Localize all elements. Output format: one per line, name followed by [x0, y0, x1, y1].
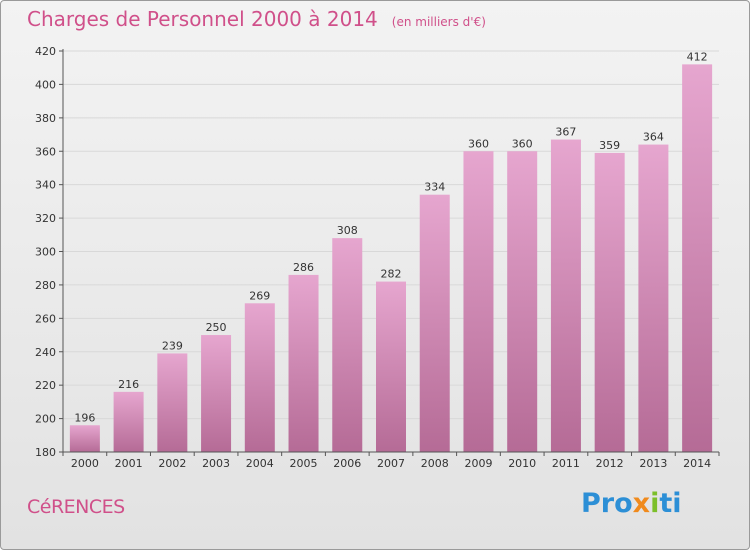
value-label-2012: 359 — [599, 139, 620, 152]
value-label-2013: 364 — [643, 131, 664, 144]
x-tick-label-2001: 2001 — [115, 457, 143, 470]
x-tick-label-2002: 2002 — [158, 457, 186, 470]
y-tick-label-300: 300 — [35, 246, 56, 259]
x-tick-label-2000: 2000 — [71, 457, 99, 470]
chart-subtitle: (en milliers d'€) — [391, 15, 486, 29]
bar-2008 — [419, 194, 450, 453]
x-tick-label-2007: 2007 — [377, 457, 405, 470]
y-tick-label-320: 320 — [35, 212, 56, 225]
bar-2003 — [201, 335, 232, 452]
y-tick-label-260: 260 — [35, 312, 56, 325]
value-label-2002: 239 — [162, 339, 183, 352]
value-label-2000: 196 — [74, 411, 95, 424]
x-tick-label-2006: 2006 — [333, 457, 361, 470]
value-label-2006: 308 — [337, 224, 358, 237]
value-label-2009: 360 — [468, 137, 489, 150]
x-tick-label-2013: 2013 — [639, 457, 667, 470]
value-label-2008: 334 — [424, 181, 445, 194]
value-label-2007: 282 — [381, 268, 402, 281]
y-tick-label-200: 200 — [35, 413, 56, 426]
y-tick-label-180: 180 — [35, 446, 56, 459]
x-tick-label-2003: 2003 — [202, 457, 230, 470]
value-label-2010: 360 — [512, 137, 533, 150]
y-axis: 180 200 220 240 260 280 300 320 340 360 380 400 420 — [35, 45, 64, 459]
bar-2009 — [463, 151, 494, 452]
x-tick-label-2008: 2008 — [421, 457, 449, 470]
value-label-2003: 250 — [206, 321, 227, 334]
bar-2004 — [244, 303, 275, 452]
proxiti-logo[interactable]: Proxiti — [581, 488, 682, 519]
bar-2011 — [550, 139, 581, 452]
x-axis: 2000 2001 2002 2003 2004 2005 2006 2007 2008 2009… — [62, 451, 720, 470]
y-tick-label-340: 340 — [35, 179, 56, 192]
bar-2007 — [376, 281, 406, 452]
y-tick-label-360: 360 — [35, 145, 56, 158]
x-tick-label-2012: 2012 — [596, 457, 624, 470]
bar-2012 — [594, 152, 625, 452]
x-tick-label-2005: 2005 — [290, 457, 318, 470]
bars: 196 216 239 250 269 286 308 282 334 360 360 367 359 3… — [69, 50, 713, 453]
value-label-2011: 367 — [555, 126, 576, 139]
x-tick-label-2004: 2004 — [246, 457, 274, 470]
y-tick-label-220: 220 — [35, 379, 56, 392]
bar-2014 — [682, 64, 713, 452]
y-tick-label-280: 280 — [35, 279, 56, 292]
chart-title: Charges de Personnel 2000 à 2014 (en mill… — [27, 7, 486, 31]
bar-2005 — [288, 274, 319, 452]
place-name: CéRENCES — [27, 496, 125, 518]
value-label-2001: 216 — [118, 378, 139, 391]
x-tick-label-2009: 2009 — [464, 457, 492, 470]
bar-2010 — [507, 151, 538, 452]
bar-2002 — [157, 353, 188, 452]
x-tick-label-2014: 2014 — [683, 457, 711, 470]
bar-2001 — [113, 391, 144, 452]
x-tick-label-2010: 2010 — [508, 457, 536, 470]
value-label-2005: 286 — [293, 261, 314, 274]
value-label-2004: 269 — [249, 289, 270, 302]
y-tick-label-400: 400 — [35, 78, 56, 91]
bar-2013 — [638, 144, 669, 453]
y-tick-label-240: 240 — [35, 346, 56, 359]
y-tick-label-420: 420 — [35, 45, 56, 58]
y-tick-label-380: 380 — [35, 112, 56, 125]
value-label-2014: 412 — [687, 50, 708, 63]
x-tick-label-2011: 2011 — [552, 457, 580, 470]
bar-2000 — [69, 425, 100, 452]
bar-2006 — [332, 238, 363, 452]
title-text: Charges de Personnel 2000 à 2014 — [27, 7, 378, 31]
